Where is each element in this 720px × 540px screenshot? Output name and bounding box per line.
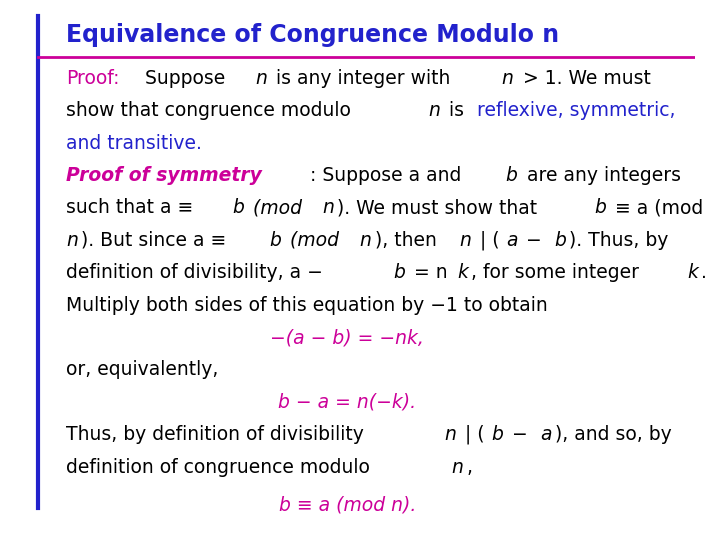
Text: b: b — [506, 166, 518, 185]
Text: Proof of symmetry: Proof of symmetry — [66, 166, 262, 185]
Text: n: n — [452, 457, 464, 477]
Text: n: n — [428, 101, 440, 120]
Text: n: n — [459, 231, 471, 250]
Text: b − a = n(−k).: b − a = n(−k). — [279, 393, 416, 412]
Text: Equivalence of Congruence Modulo n: Equivalence of Congruence Modulo n — [66, 23, 559, 47]
Text: is: is — [443, 101, 470, 120]
Text: b ≡ a (mod n).: b ≡ a (mod n). — [279, 495, 416, 515]
Text: show that congruence modulo: show that congruence modulo — [66, 101, 357, 120]
Text: reflexive, symmetric,: reflexive, symmetric, — [477, 101, 675, 120]
Text: ), then: ), then — [374, 231, 443, 250]
Text: n: n — [66, 231, 78, 250]
Text: definition of congruence modulo: definition of congruence modulo — [66, 457, 376, 477]
Text: −(a − b) = −nk,: −(a − b) = −nk, — [271, 328, 424, 347]
Text: .: . — [701, 263, 707, 282]
Text: ). We must show that: ). We must show that — [338, 198, 544, 218]
Text: n: n — [502, 69, 513, 88]
Text: definition of divisibility, a −: definition of divisibility, a − — [66, 263, 329, 282]
Text: or, equivalently,: or, equivalently, — [66, 360, 218, 380]
Text: −: − — [506, 425, 534, 444]
Text: ), and so, by: ), and so, by — [554, 425, 672, 444]
Text: n: n — [360, 231, 372, 250]
Text: Thus, by definition of divisibility: Thus, by definition of divisibility — [66, 425, 370, 444]
Text: such that a ≡: such that a ≡ — [66, 198, 199, 218]
Text: = n: = n — [408, 263, 448, 282]
Text: is any integer with: is any integer with — [270, 69, 456, 88]
Text: ,: , — [467, 457, 472, 477]
Text: b: b — [491, 425, 503, 444]
Text: and transitive.: and transitive. — [66, 133, 202, 153]
Text: n: n — [255, 69, 267, 88]
Text: , for some integer: , for some integer — [471, 263, 645, 282]
Text: | (: | ( — [459, 425, 485, 444]
Text: a: a — [541, 425, 552, 444]
Text: a: a — [506, 231, 517, 250]
Text: Proof:: Proof: — [66, 69, 120, 88]
Text: (mod: (mod — [284, 231, 345, 250]
Text: : Suppose a and: : Suppose a and — [310, 166, 467, 185]
Text: n: n — [444, 425, 456, 444]
Text: (mod: (mod — [247, 198, 307, 218]
Text: k: k — [457, 263, 468, 282]
Text: ). But since a ≡: ). But since a ≡ — [81, 231, 232, 250]
Text: b: b — [393, 263, 405, 282]
Text: ≡ a (mod: ≡ a (mod — [609, 198, 703, 218]
Text: Multiply both sides of this equation by −1 to obtain: Multiply both sides of this equation by … — [66, 295, 548, 315]
Text: ). Thus, by: ). Thus, by — [570, 231, 669, 250]
Text: b: b — [232, 198, 244, 218]
Text: are any integers: are any integers — [521, 166, 680, 185]
Text: b: b — [554, 231, 567, 250]
Text: Suppose: Suppose — [132, 69, 231, 88]
Text: > 1. We must: > 1. We must — [516, 69, 650, 88]
Text: b: b — [269, 231, 281, 250]
Text: −: − — [520, 231, 548, 250]
Text: n: n — [323, 198, 335, 218]
Text: b: b — [594, 198, 606, 218]
Text: k: k — [688, 263, 698, 282]
Text: | (: | ( — [474, 231, 500, 250]
